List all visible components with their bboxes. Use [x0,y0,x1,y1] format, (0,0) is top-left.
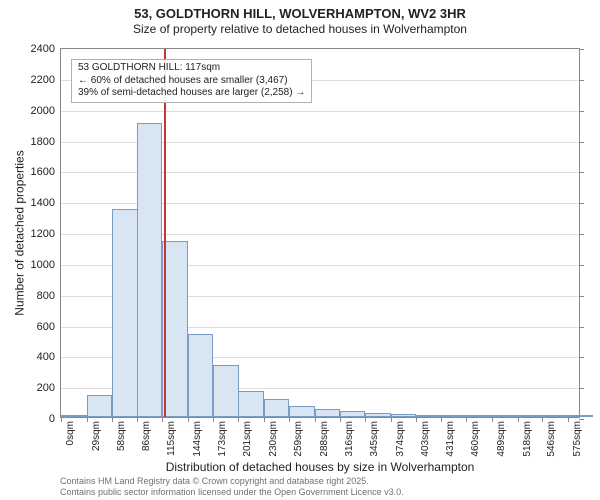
x-tick-label: 144sqm [192,417,203,457]
y-tick-label: 1800 [31,136,61,148]
y-tick-label: 2000 [31,105,61,117]
histogram-bar [315,409,341,417]
histogram-bar [112,209,138,417]
x-tick-label: 0sqm [65,417,76,445]
y-tick-mark [579,234,584,235]
x-tick-mark [568,417,569,422]
annotation-box: 53 GOLDTHORN HILL: 117sqm← 60% of detach… [71,59,312,103]
y-tick-label: 200 [37,382,61,394]
x-tick-mark [87,417,88,422]
x-tick-mark [213,417,214,422]
x-tick-mark [365,417,366,422]
x-tick-label: 546sqm [546,417,557,457]
annotation-line: 39% of semi-detached houses are larger (… [78,87,305,100]
y-tick-mark [579,172,584,173]
histogram-bar [188,334,214,417]
x-tick-label: 29sqm [91,417,102,451]
chart-title-line1: 53, GOLDTHORN HILL, WOLVERHAMPTON, WV2 3… [0,6,600,22]
x-axis-label: Distribution of detached houses by size … [60,460,580,474]
reference-line [164,49,166,417]
x-tick-mark [238,417,239,422]
y-tick-mark [579,142,584,143]
x-tick-mark [162,417,163,422]
x-tick-label: 518sqm [522,417,533,457]
chart-title-line2: Size of property relative to detached ho… [0,22,600,37]
y-tick-mark [579,49,584,50]
x-tick-mark [315,417,316,422]
x-tick-mark [416,417,417,422]
histogram-bar [264,399,290,417]
histogram-bar [289,406,315,417]
x-tick-label: 288sqm [319,417,330,457]
y-tick-label: 1400 [31,197,61,209]
y-tick-mark [579,111,584,112]
x-tick-mark [188,417,189,422]
histogram-bar [137,123,163,417]
x-tick-label: 115sqm [166,417,177,456]
x-tick-mark [542,417,543,422]
histogram-bar [213,365,239,417]
x-tick-label: 345sqm [369,417,380,457]
x-tick-label: 403sqm [420,417,431,457]
x-tick-mark [492,417,493,422]
x-tick-mark [340,417,341,422]
x-tick-label: 316sqm [344,417,355,457]
plot-box: 0200400600800100012001400160018002000220… [60,48,580,418]
y-tick-label: 2200 [31,74,61,86]
y-tick-label: 600 [37,321,61,333]
x-tick-label: 58sqm [116,417,127,451]
x-tick-mark [441,417,442,422]
gridline [61,111,579,112]
x-tick-mark [112,417,113,422]
annotation-line: ← 60% of detached houses are smaller (3,… [78,75,305,88]
x-tick-label: 460sqm [470,417,481,457]
chart-title-block: 53, GOLDTHORN HILL, WOLVERHAMPTON, WV2 3… [0,0,600,37]
y-tick-mark [579,327,584,328]
x-tick-label: 374sqm [395,417,406,457]
footer-line1: Contains HM Land Registry data © Crown c… [60,476,369,486]
y-tick-label: 2400 [31,43,61,55]
y-tick-label: 1000 [31,259,61,271]
x-tick-label: 173sqm [217,417,228,457]
y-axis-label: Number of detached properties [12,48,28,418]
y-tick-label: 0 [49,413,61,425]
x-tick-mark [391,417,392,422]
x-tick-label: 201sqm [242,417,253,457]
y-tick-label: 800 [37,290,61,302]
footer-attribution: Contains HM Land Registry data © Crown c… [60,476,404,497]
y-tick-label: 1600 [31,166,61,178]
y-tick-mark [579,296,584,297]
chart-plot-area: 0200400600800100012001400160018002000220… [60,48,580,418]
x-tick-label: 86sqm [141,417,152,451]
histogram-bar [238,391,264,417]
y-tick-mark [579,203,584,204]
x-tick-mark [466,417,467,422]
footer-line2: Contains public sector information licen… [60,487,404,497]
x-tick-label: 431sqm [445,417,456,457]
x-tick-mark [264,417,265,422]
y-tick-mark [579,265,584,266]
y-tick-mark [579,388,584,389]
x-tick-label: 230sqm [268,417,279,457]
y-tick-label: 400 [37,351,61,363]
y-tick-label: 1200 [31,228,61,240]
y-tick-mark [579,357,584,358]
x-tick-mark [61,417,62,422]
x-tick-mark [289,417,290,422]
y-tick-mark [579,80,584,81]
x-tick-label: 259sqm [293,417,304,457]
annotation-line: 53 GOLDTHORN HILL: 117sqm [78,62,305,75]
histogram-bar [162,241,188,417]
x-tick-label: 489sqm [496,417,507,457]
x-tick-label: 575sqm [572,417,583,457]
x-tick-mark [137,417,138,422]
x-tick-mark [518,417,519,422]
histogram-bar [87,395,113,417]
